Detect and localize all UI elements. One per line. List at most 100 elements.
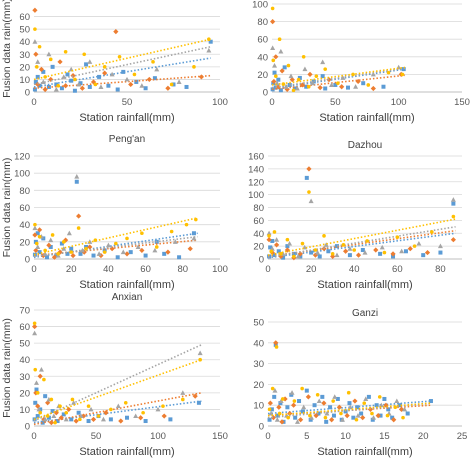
data-point bbox=[172, 239, 178, 244]
data-point bbox=[271, 78, 277, 85]
data-point bbox=[291, 402, 297, 408]
data-point bbox=[69, 417, 74, 422]
data-point bbox=[87, 84, 92, 89]
data-point bbox=[314, 74, 319, 78]
data-point bbox=[33, 222, 37, 227]
data-point bbox=[135, 244, 141, 249]
data-point bbox=[32, 330, 38, 336]
data-point bbox=[88, 406, 94, 412]
x-axis-label: Station rainfall(mm) bbox=[317, 279, 412, 291]
y-tick-label: 0 bbox=[263, 88, 268, 99]
data-point bbox=[42, 377, 46, 382]
data-point bbox=[323, 415, 328, 420]
x-tick-label: 80 bbox=[435, 264, 446, 275]
data-point bbox=[330, 252, 335, 256]
trendline bbox=[267, 218, 456, 256]
data-point bbox=[33, 239, 38, 244]
data-point bbox=[378, 402, 384, 408]
data-point bbox=[46, 415, 51, 420]
data-point bbox=[397, 403, 402, 408]
data-point bbox=[331, 399, 335, 403]
data-point bbox=[109, 71, 115, 77]
data-point bbox=[58, 404, 62, 408]
data-point bbox=[336, 81, 340, 85]
data-point bbox=[38, 367, 44, 372]
data-point bbox=[140, 231, 144, 236]
chart-panel-5: 0 10 20 30 40 50 60 70 0 50 100 150 Anxian Station ra… bbox=[1, 292, 228, 458]
data-point bbox=[401, 415, 405, 420]
data-point bbox=[76, 213, 82, 219]
data-point bbox=[266, 230, 272, 236]
x-tick-label: 0 bbox=[31, 97, 36, 108]
y-tick-label: 0 bbox=[259, 422, 264, 433]
x-tick-label: 10 bbox=[340, 431, 351, 442]
data-point bbox=[48, 244, 53, 249]
data-point bbox=[330, 253, 336, 260]
data-point bbox=[437, 243, 443, 249]
data-point bbox=[161, 413, 167, 419]
data-point bbox=[281, 82, 286, 86]
data-point bbox=[35, 391, 40, 395]
data-point bbox=[351, 415, 356, 420]
data-point bbox=[304, 175, 309, 180]
data-point bbox=[277, 411, 282, 416]
data-point bbox=[270, 6, 275, 11]
data-point bbox=[32, 232, 38, 238]
data-point bbox=[272, 230, 277, 234]
data-point bbox=[308, 198, 314, 204]
data-point bbox=[276, 249, 281, 254]
data-point bbox=[362, 401, 367, 405]
data-point bbox=[38, 410, 42, 415]
data-point bbox=[289, 77, 295, 83]
data-point bbox=[398, 406, 405, 412]
data-point bbox=[405, 411, 410, 416]
data-point bbox=[347, 253, 352, 258]
data-point bbox=[274, 74, 278, 78]
x-tick-label: 20 bbox=[418, 431, 429, 442]
data-point bbox=[57, 249, 63, 255]
data-point bbox=[154, 245, 159, 249]
y-tick-label: 60 bbox=[19, 203, 30, 214]
chart-panel-6: 0 10 20 30 40 50 0 5 10 15 20 25 Ganzi Station rainfa… bbox=[253, 308, 467, 458]
data-point bbox=[322, 234, 326, 238]
data-point bbox=[86, 404, 91, 408]
data-point bbox=[312, 403, 317, 408]
y-tick-label: 60 bbox=[19, 322, 30, 333]
data-point bbox=[312, 252, 319, 258]
chart-panel-3: 0 20 40 60 80 100 120 0 20 40 60 80 100 Peng'an Statio… bbox=[1, 134, 228, 291]
data-point bbox=[347, 404, 353, 410]
data-point bbox=[51, 254, 58, 260]
x-tick-label: 150 bbox=[212, 431, 228, 442]
data-point bbox=[285, 405, 290, 410]
y-tick-label: 0 bbox=[259, 255, 264, 266]
data-point bbox=[281, 255, 286, 260]
data-point bbox=[393, 405, 398, 410]
data-point bbox=[37, 373, 43, 379]
data-point bbox=[324, 419, 329, 424]
data-point bbox=[276, 404, 282, 410]
data-point bbox=[33, 380, 39, 385]
data-point bbox=[79, 85, 85, 91]
data-point bbox=[267, 234, 271, 238]
x-axis-label: Station rainfall(mm) bbox=[79, 279, 174, 291]
data-point bbox=[309, 250, 314, 255]
data-point bbox=[400, 72, 405, 77]
data-point bbox=[386, 70, 391, 75]
data-point bbox=[184, 222, 189, 227]
data-point bbox=[300, 409, 305, 414]
data-point bbox=[354, 417, 359, 422]
y-tick-label: 0 bbox=[25, 422, 30, 433]
chart-title: Ganzi bbox=[352, 308, 378, 319]
data-point bbox=[139, 83, 145, 88]
trendline bbox=[33, 344, 202, 422]
x-tick-label: 50 bbox=[122, 97, 133, 108]
data-point bbox=[352, 398, 358, 404]
data-point bbox=[428, 399, 433, 404]
data-point bbox=[176, 79, 182, 84]
data-point bbox=[295, 253, 301, 259]
data-point bbox=[332, 394, 338, 399]
x-tick-label: 50 bbox=[91, 431, 102, 442]
data-point bbox=[33, 51, 39, 57]
x-tick-label: 0 bbox=[265, 264, 270, 275]
